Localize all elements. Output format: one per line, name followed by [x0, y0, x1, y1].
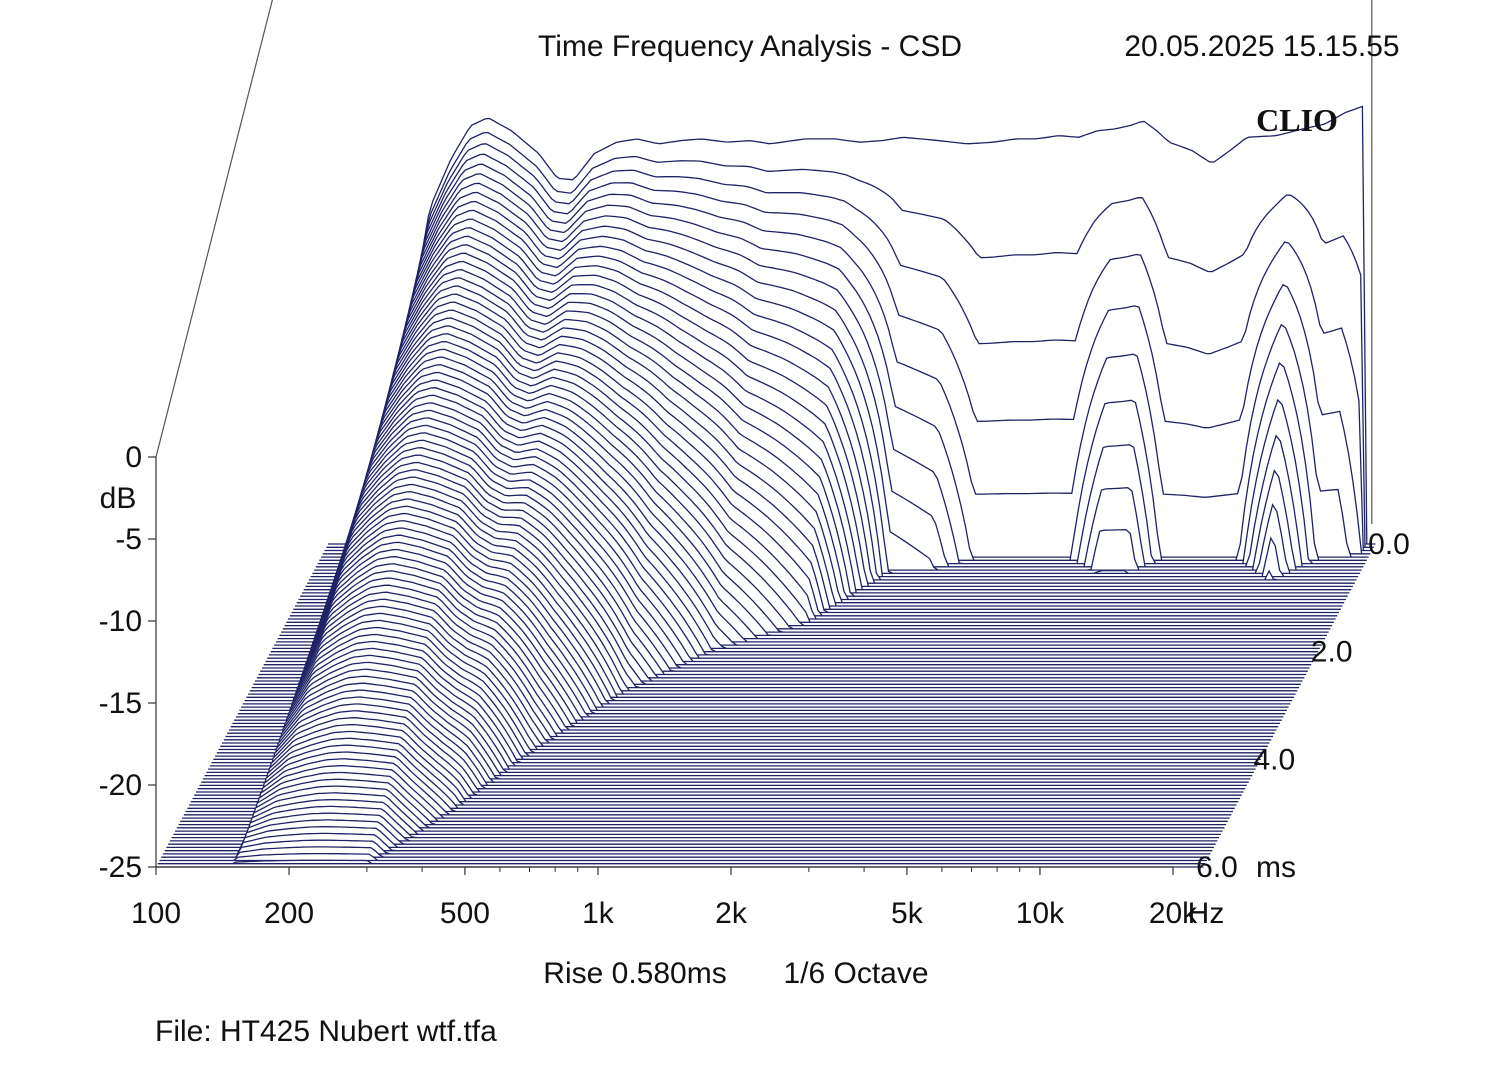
x-tick-label: 2k [715, 897, 748, 930]
waterfall-slice [190, 730, 1239, 803]
y-tick-label: -5 [115, 523, 142, 556]
waterfall-slice [194, 717, 1242, 796]
x-axis-unit-label: Hz [1188, 897, 1225, 930]
x-tick-label: 500 [440, 897, 490, 930]
time-axis-unit-label: ms [1256, 851, 1296, 884]
waterfall-slice [192, 723, 1240, 800]
chart-frame [155, 0, 1373, 868]
chart-title: Time Frequency Analysis - CSD [538, 30, 962, 63]
waterfall-slice [157, 859, 1206, 865]
x-tick-label: 200 [264, 897, 314, 930]
x-tick-label: 5k [891, 897, 924, 930]
y-tick-label: -10 [99, 605, 142, 638]
smoothing-text: 1/6 Octave [783, 957, 928, 990]
time-tick-label: 2.0 [1311, 636, 1353, 669]
waterfall-slice [159, 852, 1207, 862]
y-tick-label: -25 [99, 851, 142, 884]
axis-ticks: 100 200 500 1k 2k 5k 10k 20k 0 -5 -10 -15 -20 -25 0.0 2… [99, 441, 1410, 930]
y-tick-label: -20 [99, 769, 142, 802]
clio-logo: CLIO [1256, 102, 1338, 138]
y-tick-label: -15 [99, 687, 142, 720]
time-tick-label: 4.0 [1253, 743, 1295, 776]
x-tick-label: 10k [1016, 897, 1065, 930]
y-tick-label: 0 [125, 441, 142, 474]
x-tick-label: 20k [1149, 897, 1198, 930]
time-tick-label: 6.0 [1196, 851, 1238, 884]
frame-diagonal-edge [155, 0, 273, 458]
rise-time-text: Rise 0.580ms [543, 957, 726, 990]
file-name-text: File: HT425 Nubert wtf.tfa [155, 1015, 497, 1048]
time-tick-label: 0.0 [1368, 528, 1410, 561]
waterfall-slices [156, 105, 1376, 868]
y-axis-label: dB [100, 482, 137, 515]
x-tick-label: 1k [582, 897, 615, 930]
x-tick-label: 100 [131, 897, 181, 930]
chart-datetime: 20.05.2025 15.15.55 [1124, 30, 1399, 63]
